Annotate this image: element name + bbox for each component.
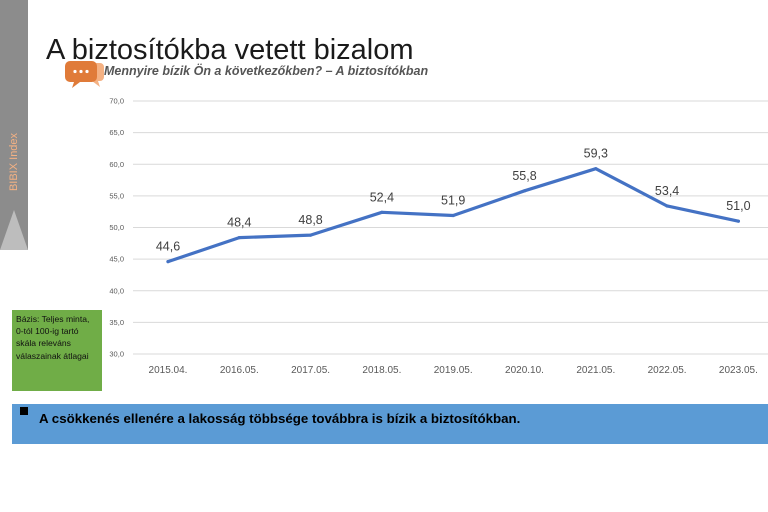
basis-note-box: Bázis: Teljes minta, 0-tól 100-ig tartó … xyxy=(12,310,102,391)
y-tick-label: 30,0 xyxy=(109,350,124,359)
data-point xyxy=(451,213,455,218)
data-point xyxy=(594,167,598,171)
x-tick-label: 2017.05. xyxy=(291,365,330,376)
basis-note: Bázis: Teljes minta, 0-tól 100-ig tartó … xyxy=(16,314,90,361)
data-label: 55,8 xyxy=(512,169,536,183)
data-label: 51,0 xyxy=(726,199,750,213)
data-label: 44,6 xyxy=(156,240,180,254)
data-point xyxy=(309,233,313,237)
chat-bubble-icon xyxy=(65,61,104,88)
x-tick-label: 2015.04. xyxy=(149,365,188,376)
data-point xyxy=(522,189,527,193)
conclusion-bar: A csökkenés ellenére a lakosság többsége… xyxy=(12,404,768,444)
x-tick-label: 2021.05. xyxy=(576,365,615,376)
data-label: 48,8 xyxy=(298,213,322,227)
data-point xyxy=(736,219,741,223)
y-tick-label: 55,0 xyxy=(109,191,124,200)
data-label: 51,9 xyxy=(441,193,465,207)
y-tick-label: 65,0 xyxy=(109,128,124,137)
data-point xyxy=(380,210,384,214)
line-chart: 30,0 35,0 40,0 45,0 50,0 55,0 60,0 65,0 70,0 2015… xyxy=(109,97,768,376)
y-tick-label: 50,0 xyxy=(109,223,124,232)
chart-subtitle: Mennyire bízik Ön a következőkben? – A b… xyxy=(104,64,429,78)
x-tick-label: 2022.05. xyxy=(648,365,687,376)
data-label: 53,4 xyxy=(655,184,679,198)
y-tick-label: 45,0 xyxy=(109,255,124,264)
x-tick-label: 2016.05. xyxy=(220,365,259,376)
y-tick-label: 35,0 xyxy=(109,318,124,327)
data-label: 59,3 xyxy=(584,147,608,161)
y-tick-label: 70,0 xyxy=(109,97,124,106)
bullet-square-icon xyxy=(20,407,28,415)
data-point xyxy=(237,236,241,240)
x-tick-label: 2019.05. xyxy=(434,365,473,376)
data-label: 52,4 xyxy=(370,190,394,204)
y-tick-label: 60,0 xyxy=(109,160,124,169)
data-label: 48,4 xyxy=(227,216,251,230)
data-point xyxy=(665,204,669,208)
data-point xyxy=(166,260,170,264)
y-tick-label: 40,0 xyxy=(109,286,124,295)
x-tick-label: 2018.05. xyxy=(362,365,401,376)
page-title: A biztosítókba vetett bizalom xyxy=(46,34,414,66)
x-tick-label: 2023.05. xyxy=(719,365,758,376)
x-tick-label: 2020.10. xyxy=(505,365,544,376)
side-strip xyxy=(0,0,28,250)
conclusion-text: A csökkenés ellenére a lakosság többsége… xyxy=(39,411,521,426)
